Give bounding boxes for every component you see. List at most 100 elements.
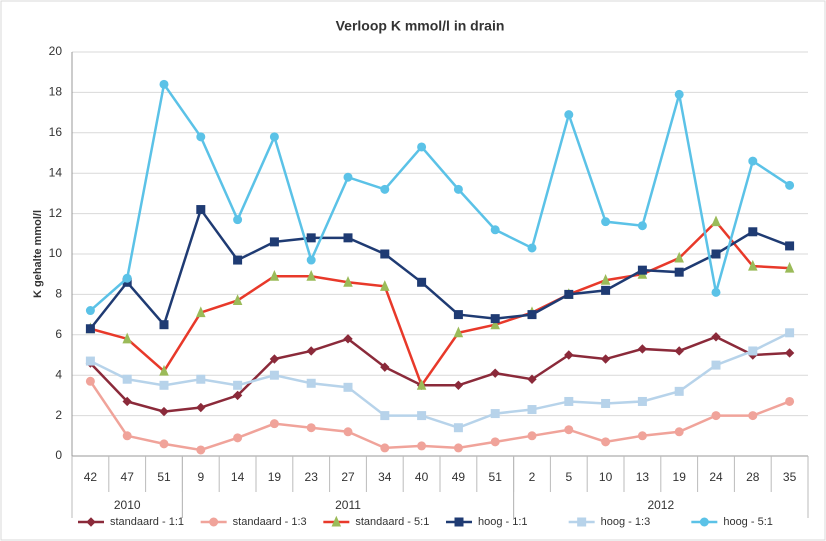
marker (122, 273, 132, 283)
marker (306, 233, 316, 243)
x-tick-label: 19 (673, 470, 687, 484)
series-line (89, 331, 791, 430)
marker (637, 221, 647, 231)
marker (343, 427, 353, 437)
marker (748, 346, 758, 356)
legend-text: standaard - 1:3 (233, 516, 307, 528)
marker (527, 243, 537, 253)
marker (380, 249, 390, 259)
marker (453, 184, 463, 194)
legend-marker (454, 517, 464, 527)
marker (232, 294, 243, 305)
marker (674, 346, 684, 356)
marker (784, 348, 795, 358)
marker (306, 378, 316, 388)
x-tick-label: 19 (268, 470, 282, 484)
marker (380, 184, 390, 194)
marker (453, 443, 463, 453)
legend-marker (331, 515, 342, 527)
marker (490, 368, 500, 378)
marker (233, 255, 243, 265)
marker (711, 360, 721, 370)
y-tick-label: 14 (49, 165, 63, 179)
x-tick-label: 2 (529, 470, 536, 484)
marker (196, 132, 206, 142)
marker (159, 320, 169, 330)
y-tick-label: 18 (49, 85, 63, 99)
marker (637, 396, 647, 406)
marker (122, 396, 132, 407)
marker (674, 251, 684, 263)
marker (600, 274, 611, 285)
marker (196, 306, 206, 318)
marker (269, 419, 279, 429)
x-tick-label: 5 (565, 470, 572, 484)
marker (674, 267, 684, 277)
marker (417, 441, 427, 451)
marker (785, 241, 795, 251)
marker (122, 332, 132, 344)
marker (674, 89, 684, 99)
x-group-label: 2010 (114, 498, 141, 512)
marker (233, 433, 243, 443)
marker (269, 132, 279, 142)
marker (711, 332, 721, 342)
marker (601, 398, 611, 408)
marker (637, 431, 647, 441)
marker (196, 445, 206, 455)
marker (564, 396, 574, 406)
marker (453, 310, 463, 320)
marker (122, 374, 132, 384)
marker (85, 306, 95, 316)
marker (490, 409, 500, 419)
x-tick-label: 10 (599, 470, 613, 484)
marker (490, 314, 500, 324)
marker (233, 215, 243, 225)
marker (417, 277, 427, 287)
marker (601, 285, 611, 295)
marker (85, 376, 95, 386)
marker (196, 374, 206, 384)
x-tick-label: 49 (452, 470, 466, 484)
x-tick-label: 14 (231, 470, 245, 484)
marker (233, 380, 243, 390)
x-tick-label: 23 (305, 470, 319, 484)
series-line (89, 81, 791, 312)
marker (564, 350, 574, 360)
marker (453, 423, 463, 433)
marker (159, 364, 169, 376)
x-tick-label: 34 (378, 470, 392, 484)
x-tick-label: 27 (341, 470, 355, 484)
y-tick-label: 10 (49, 246, 63, 260)
marker (748, 227, 758, 237)
y-tick-label: 12 (49, 206, 63, 220)
y-tick-label: 8 (55, 287, 62, 301)
marker (564, 425, 574, 435)
x-tick-label: 28 (746, 470, 760, 484)
marker (601, 217, 611, 227)
y-axis-label: K gehalte mmol/l (32, 210, 44, 298)
marker (600, 354, 611, 364)
marker (490, 437, 500, 447)
marker (637, 344, 648, 354)
marker (416, 379, 427, 390)
marker (380, 362, 390, 372)
legend-text: standaard - 5:1 (355, 516, 429, 528)
legend-text: standaard - 1:1 (110, 516, 184, 528)
legend-marker (209, 517, 219, 527)
x-tick-label: 13 (636, 470, 650, 484)
y-tick-label: 4 (55, 367, 62, 381)
marker (85, 324, 95, 334)
marker (196, 205, 206, 215)
marker (453, 326, 464, 338)
marker (343, 334, 353, 344)
marker (159, 406, 169, 417)
x-tick-label: 35 (783, 470, 797, 484)
marker (343, 233, 353, 243)
marker (159, 380, 169, 390)
x-tick-label: 51 (157, 470, 171, 484)
marker (306, 269, 316, 281)
series-line (89, 380, 791, 452)
